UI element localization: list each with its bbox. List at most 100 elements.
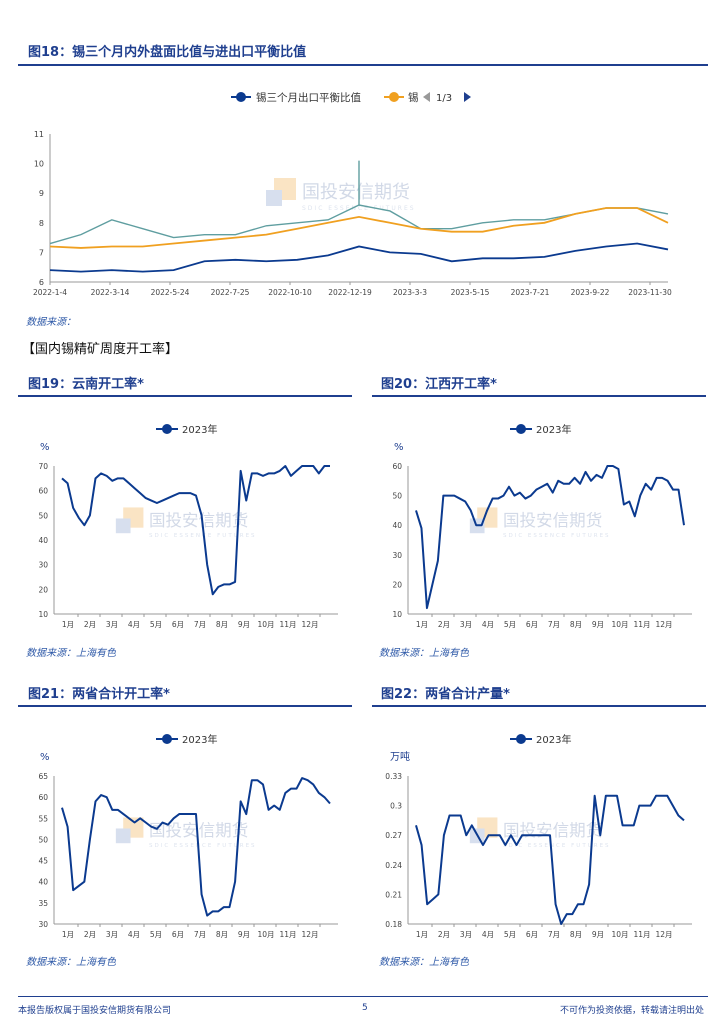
watermark-text-en: SDIC ESSENCE FUTURES	[302, 205, 416, 212]
legend-label: 2023年	[182, 423, 217, 436]
fig20-title: 图20：江西开工率*	[381, 377, 497, 392]
footer-copyright: 本报告版权属于国投安信期货有限公司	[18, 1006, 172, 1016]
watermark-text-en: SDIC ESSENCE FUTURES	[149, 843, 257, 849]
fig18-title-rule	[18, 64, 708, 66]
x-tick-label: 8月	[216, 620, 228, 629]
y-tick-label: 40	[392, 521, 402, 530]
x-tick-label: 9月	[238, 930, 250, 939]
x-tick-label: 3月	[460, 930, 472, 939]
y-tick-label: 65	[38, 772, 48, 781]
fig21-source: 数据来源：上海有色	[26, 957, 116, 968]
y-tick-label: 0.21	[385, 890, 402, 899]
x-tick-label: 3月	[460, 620, 472, 629]
y-tick-label: 10	[38, 610, 48, 619]
watermark-text-cn: 国投安信期货	[503, 821, 602, 840]
fig18-title: 图18：锡三个月内外盘面比值与进出口平衡比值	[28, 45, 307, 60]
y-tick-label: 60	[38, 793, 48, 802]
watermark-text-cn: 国投安信期货	[302, 182, 410, 203]
fig19-title: 图19：云南开工率*	[28, 377, 144, 392]
x-tick-label: 9月	[592, 620, 604, 629]
fig20-title-rule	[372, 395, 706, 397]
x-tick-label: 9月	[592, 930, 604, 939]
x-tick-label: 2022-7-25	[211, 288, 250, 297]
y-tick-label: 7	[39, 248, 44, 257]
y-tick-label: 10	[392, 610, 402, 619]
legend-series2-label: 锡	[408, 91, 419, 104]
y-tick-label: 40	[38, 878, 48, 887]
x-tick-label: 2023-9-22	[571, 288, 610, 297]
watermark-logo: 国投安信期货 SDIC ESSENCE FUTURES	[469, 817, 611, 849]
y-tick-label: 0.18	[385, 920, 402, 929]
x-tick-label: 6月	[526, 930, 538, 939]
x-tick-label: 3月	[106, 620, 118, 629]
y-tick-label: 30	[392, 551, 402, 560]
watermark-text-en: SDIC ESSENCE FUTURES	[503, 843, 611, 849]
y-tick-label: 0.24	[385, 861, 402, 870]
x-tick-label: 11月	[279, 620, 296, 629]
legend-series1-marker	[236, 92, 246, 102]
x-tick-label: 1月	[416, 620, 428, 629]
x-tick-label: 11月	[633, 930, 650, 939]
y-tick-label: 0.27	[385, 831, 402, 840]
x-tick-label: 12月	[655, 620, 672, 629]
x-tick-label: 6月	[526, 620, 538, 629]
y-tick-label: 6	[39, 278, 44, 287]
x-tick-label: 10月	[611, 620, 628, 629]
y-tick-label: 9	[39, 189, 44, 198]
x-tick-label: 8月	[570, 620, 582, 629]
x-tick-label: 11月	[279, 930, 296, 939]
y-axis-unit: %	[40, 752, 50, 763]
fig21-title-rule	[18, 705, 352, 707]
series-line-1	[49, 242, 669, 273]
y-tick-label: 20	[392, 580, 402, 589]
y-tick-label: 10	[34, 160, 44, 169]
series-line	[61, 777, 331, 917]
y-tick-label: 50	[392, 492, 402, 501]
x-tick-label: 5月	[504, 620, 516, 629]
y-axis-unit: %	[394, 442, 404, 453]
fig19-title-rule	[18, 395, 352, 397]
fig18-chart: 锡三个月出口平衡比值 锡 1/3 6 7 8 9 10 11 2022-1-4 2022-3-14 2…	[33, 91, 672, 297]
watermark-text-cn: 国投安信期货	[149, 821, 248, 840]
y-tick-label: 30	[38, 561, 48, 570]
x-tick-label: 6月	[172, 620, 184, 629]
x-tick-label: 2023-5-15	[451, 288, 490, 297]
watermark-square-blue	[115, 828, 131, 844]
y-axis-unit: 万吨	[390, 750, 410, 763]
legend-marker	[516, 424, 526, 434]
y-axis-unit: %	[40, 442, 50, 453]
y-tick-label: 50	[38, 835, 48, 844]
legend-label: 2023年	[536, 423, 571, 436]
y-tick-label: 50	[38, 511, 48, 520]
x-tick-label: 2022-10-10	[268, 288, 312, 297]
y-tick-label: 30	[38, 920, 48, 929]
x-tick-label: 7月	[548, 620, 560, 629]
legend-label: 2023年	[182, 733, 217, 746]
fig22-title: 图22：两省合计产量*	[381, 687, 510, 702]
fig20-chart: 2023年% 10 20 30 40 50 60 1月 2月 3月 4月 5月 6月 7月 8月 9月 10月 1…	[392, 423, 692, 629]
legend-label: 2023年	[536, 733, 571, 746]
fig21-chart: 2023年% 30 35 40 45 50 55 60 65 1月 2月 3月 4月 5月 6月 7月 8月 9月…	[38, 733, 338, 939]
fig18-source: 数据来源：	[26, 317, 76, 328]
section-heading: 【国内锡精矿周度开工率】	[22, 342, 179, 357]
x-tick-label: 9月	[238, 620, 250, 629]
x-tick-label: 5月	[150, 620, 162, 629]
watermark-square-blue	[266, 190, 282, 206]
x-tick-label: 4月	[128, 930, 140, 939]
fig19-source: 数据来源：上海有色	[26, 648, 116, 659]
legend-marker	[162, 424, 172, 434]
fig22-source: 数据来源：上海有色	[379, 957, 469, 968]
y-tick-label: 8	[39, 219, 44, 228]
watermark-text-en: SDIC ESSENCE FUTURES	[503, 533, 611, 539]
x-tick-label: 2月	[84, 930, 96, 939]
watermark-square-blue	[115, 518, 131, 534]
x-tick-label: 10月	[611, 930, 628, 939]
fig20-source: 数据来源：上海有色	[379, 648, 469, 659]
x-tick-label: 1月	[416, 930, 428, 939]
y-tick-label: 20	[38, 585, 48, 594]
x-tick-label: 10月	[257, 620, 274, 629]
watermark-square-orange	[274, 178, 296, 200]
y-tick-label: 35	[38, 899, 48, 908]
x-tick-label: 7月	[548, 930, 560, 939]
watermark-text-cn: 国投安信期货	[149, 511, 248, 530]
